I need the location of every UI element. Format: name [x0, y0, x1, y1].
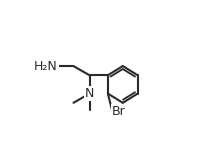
Text: N: N	[85, 87, 94, 100]
Text: Br: Br	[112, 105, 126, 118]
Text: H₂N: H₂N	[34, 60, 58, 73]
